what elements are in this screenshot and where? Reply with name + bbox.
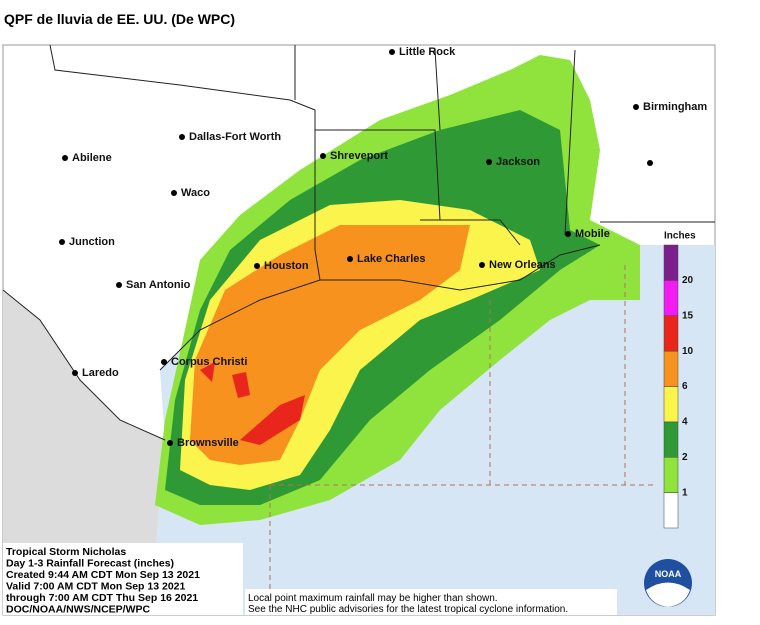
legend-label: 1 (682, 487, 688, 498)
city-dot (565, 231, 571, 237)
city-label: Mobile (575, 228, 610, 240)
legend-swatch (663, 350, 679, 387)
city-dot (389, 49, 395, 55)
city-dot (647, 160, 653, 166)
legend-label: 4 (682, 417, 688, 428)
city-label: New Orleans (489, 259, 556, 271)
city-label: San Antonio (126, 279, 191, 291)
info-line: Tropical Storm Nicholas (6, 546, 126, 558)
title: QPF de lluvia de EE. UU. (De WPC) (4, 11, 235, 27)
legend-swatch (663, 492, 679, 529)
city-dot (167, 440, 173, 446)
legend-label: 10 (682, 346, 694, 357)
legend-label: 15 (682, 310, 694, 321)
city-dot (479, 262, 485, 268)
info-line: through 7:00 AM CDT Thu Sep 16 2021 (6, 592, 198, 604)
legend-swatch (663, 315, 679, 352)
info-line: DOC/NOAA/NWS/NCEP/WPC (6, 604, 151, 616)
city-dot (59, 239, 65, 245)
city-dot (116, 282, 122, 288)
legend-swatch (663, 421, 679, 458)
city-dot (347, 256, 353, 262)
city-dot (486, 159, 492, 165)
legend-swatch (663, 457, 679, 493)
rain-6in (190, 225, 470, 465)
city-label: Laredo (82, 367, 119, 379)
legend-label: 2 (682, 452, 688, 463)
mexico (3, 290, 165, 615)
noaa-logo-wave (646, 582, 690, 607)
legend-title: Inches (664, 231, 696, 242)
legend-label: 6 (682, 381, 688, 392)
city-label: Shreveport (330, 150, 388, 162)
city-label: Corpus Christi (171, 356, 247, 368)
city-dot (161, 359, 167, 365)
rain-10in (200, 362, 305, 445)
city-dot (254, 263, 260, 269)
noaa-logo-text: NOAA (655, 569, 682, 579)
city-dot (171, 190, 177, 196)
city-dot (72, 370, 78, 376)
city-label: Brownsville (177, 437, 239, 449)
city-dot (633, 104, 639, 110)
city-label: Jackson (496, 156, 540, 168)
city-label: Little Rock (399, 46, 456, 58)
city-label: Abilene (72, 152, 112, 164)
city-dot (320, 153, 326, 159)
city-label: Lake Charles (357, 253, 425, 265)
city-label: Houston (264, 260, 309, 272)
info-line: Valid 7:00 AM CDT Mon Sep 13 2021 (6, 581, 185, 593)
borders (2, 44, 715, 441)
city-label: Birmingham (643, 101, 707, 113)
legend-label: 20 (682, 275, 694, 286)
city-label: Dallas-Fort Worth (189, 131, 281, 143)
info-line: Day 1-3 Rainfall Forecast (inches) (6, 558, 174, 570)
legend-swatch (663, 244, 679, 281)
legend-swatch (663, 386, 679, 423)
city-dot (179, 134, 185, 140)
city-dot (62, 155, 68, 161)
disclaimer-line: See the NHC public advisories for the la… (248, 604, 568, 615)
disclaimer-box (245, 589, 617, 615)
city-label: Waco (181, 187, 210, 199)
legend-swatch (663, 280, 679, 316)
info-line: Created 9:44 AM CDT Mon Sep 13 2021 (6, 569, 200, 581)
city-label: Junction (69, 236, 115, 248)
info-box (3, 543, 243, 615)
disclaimer-line: Local point maximum rainfall may be high… (248, 593, 498, 604)
